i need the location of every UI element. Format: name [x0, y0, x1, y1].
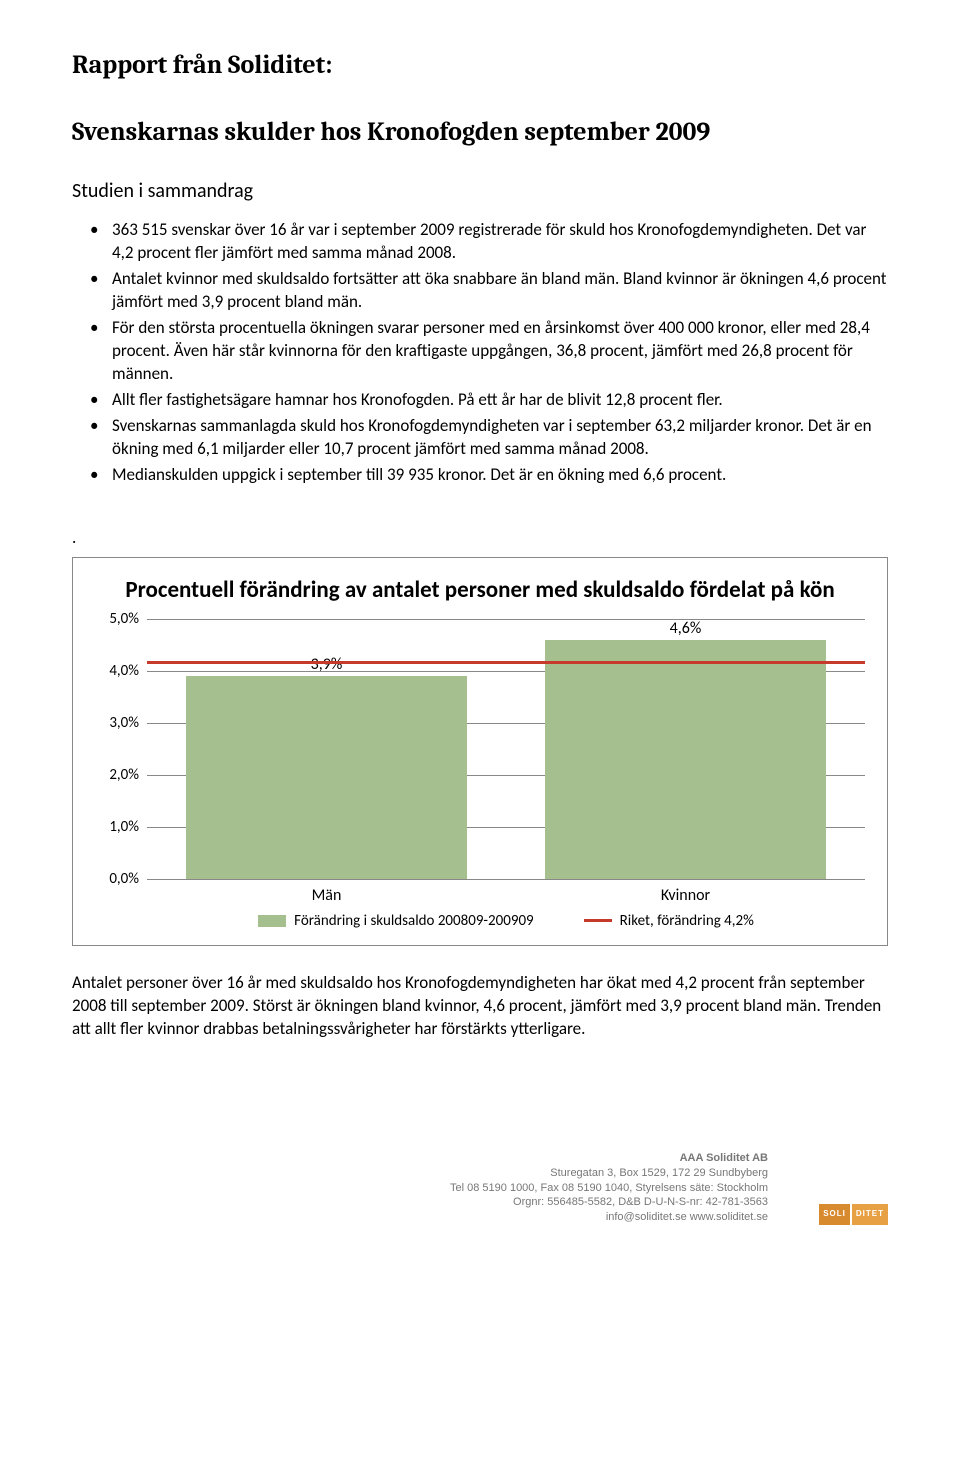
footer-phone: Tel 08 5190 1000, Fax 08 5190 1040, Styr… — [72, 1181, 768, 1196]
bar-slot: 4,6% — [506, 619, 865, 879]
footer-web: info@soliditet.se www.soliditet.se — [72, 1210, 768, 1225]
footer-org: Orgnr: 556485-5582, D&B D-U-N-S-nr: 42-7… — [72, 1195, 768, 1210]
body-paragraph: Antalet personer över 16 år med skuldsal… — [72, 972, 888, 1041]
bar: 4,6% — [545, 640, 825, 879]
summary-bullet-list: 363 515 svenskar över 16 år var i septem… — [72, 219, 888, 486]
legend-line-swatch — [584, 919, 612, 922]
y-tick-label: 1,0% — [109, 817, 139, 837]
bullet-item: Medianskulden uppgick i september till 3… — [72, 464, 888, 487]
legend-bar-item: Förändring i skuldsaldo 200809-200909 — [258, 911, 534, 931]
chart-container: Procentuell förändring av antalet person… — [72, 557, 888, 946]
legend-bar-label: Förändring i skuldsaldo 200809-200909 — [294, 911, 534, 931]
legend-line-label: Riket, förändring 4,2% — [620, 911, 754, 931]
bullet-item: 363 515 svenskar över 16 år var i septem… — [72, 219, 888, 265]
bar-value-label: 4,6% — [670, 618, 702, 640]
logo-right-block: DITET — [852, 1204, 888, 1225]
footer-address: Sturegatan 3, Box 1529, 172 29 Sundbyber… — [72, 1166, 768, 1181]
legend-bar-swatch — [258, 915, 286, 927]
riket-reference-line — [147, 661, 865, 664]
bar-slot: 3,9% — [147, 619, 506, 879]
x-category: Kvinnor — [506, 885, 865, 907]
y-tick-label: 4,0% — [109, 661, 139, 681]
bullet-item: Antalet kvinnor med skuldsaldo fortsätte… — [72, 268, 888, 314]
footer-company: AAA Soliditet AB — [72, 1151, 768, 1166]
chart-title: Procentuell förändring av antalet person… — [95, 576, 865, 605]
summary-heading: Studien i sammandrag — [72, 178, 888, 205]
bullet-item: Svenskarnas sammanlagda skuld hos Kronof… — [72, 415, 888, 461]
y-tick-label: 5,0% — [109, 609, 139, 629]
bullet-item: Allt fler fastighetsägare hamnar hos Kro… — [72, 389, 888, 412]
y-tick-label: 3,0% — [109, 713, 139, 733]
legend-line-item: Riket, förändring 4,2% — [584, 911, 754, 931]
bar: 3,9% — [186, 676, 466, 879]
x-category: Män — [147, 885, 506, 907]
chart-plot-area: 0,0%1,0%2,0%3,0%4,0%5,0% 3,9%4,6% — [147, 619, 865, 879]
bullet-item: För den största procentuella ökningen sv… — [72, 317, 888, 386]
x-axis: Män Kvinnor — [147, 885, 865, 907]
bars-layer: 3,9% 4,6% — [147, 619, 865, 879]
page-footer: AAA Soliditet AB Sturegatan 3, Box 1529,… — [72, 1151, 888, 1225]
y-tick-label: 0,0% — [109, 869, 139, 889]
y-tick-label: 2,0% — [109, 765, 139, 785]
chart-legend: Förändring i skuldsaldo 200809-200909 Ri… — [147, 911, 865, 931]
bar-value-label: 3,9% — [311, 654, 343, 676]
soliditet-logo: SOLI DITET — [819, 1204, 888, 1225]
y-axis: 0,0%1,0%2,0%3,0%4,0%5,0% — [95, 619, 143, 879]
gridline — [147, 879, 865, 880]
report-from-heading: Rapport från Soliditet: — [72, 48, 888, 83]
report-title: Svenskarnas skulder hos Kronofogden sept… — [72, 115, 888, 150]
logo-left-block: SOLI — [819, 1204, 850, 1225]
lone-period: . — [72, 527, 888, 550]
